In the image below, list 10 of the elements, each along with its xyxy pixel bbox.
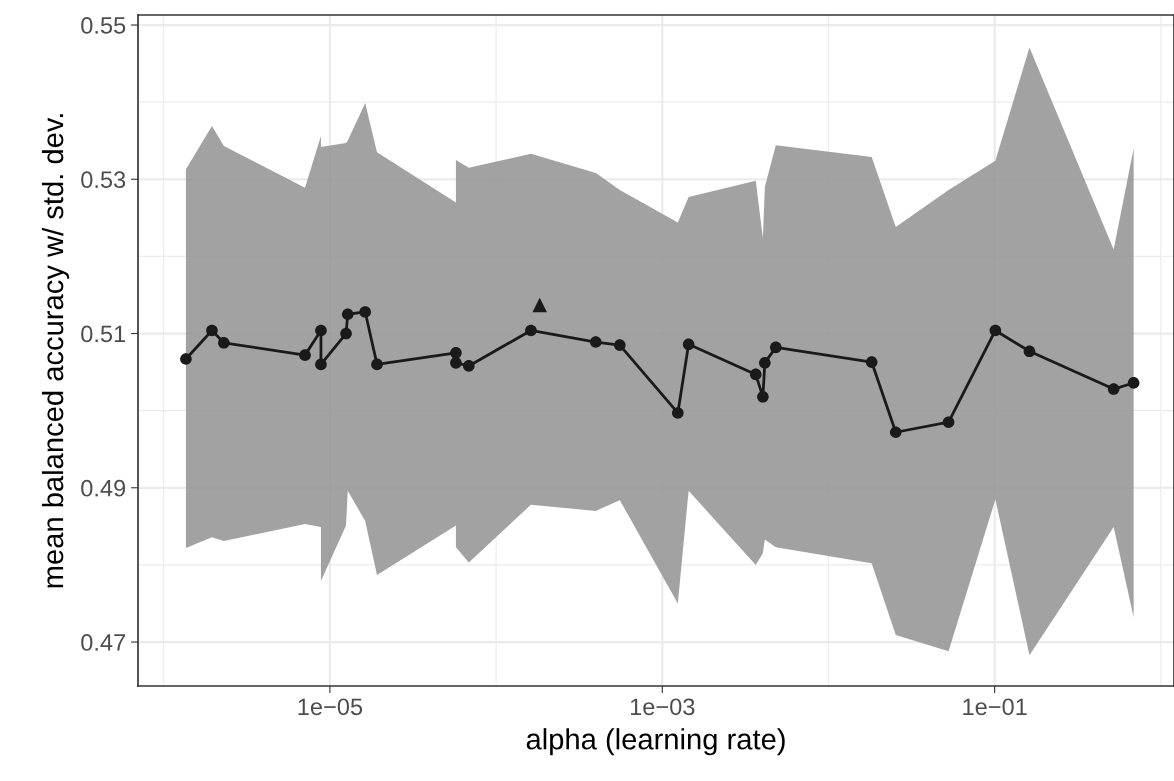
x-axis-title: alpha (learning rate) [526,728,785,756]
y-tick-label: 0.53 [81,171,126,189]
x-tick-label: 1e−01 [963,698,1027,716]
y-tick-label: 0.47 [81,634,126,651]
y-axis-title: mean balanced accuracy w/ std. dev. [41,114,70,588]
x-tick-label: 1e−05 [298,698,363,716]
y-tick-label: 0.49 [81,479,126,497]
y-tick-label: 0.55 [81,17,126,34]
y-tick-label: 0.51 [81,325,126,343]
x-tick-label: 1e−03 [630,698,695,716]
